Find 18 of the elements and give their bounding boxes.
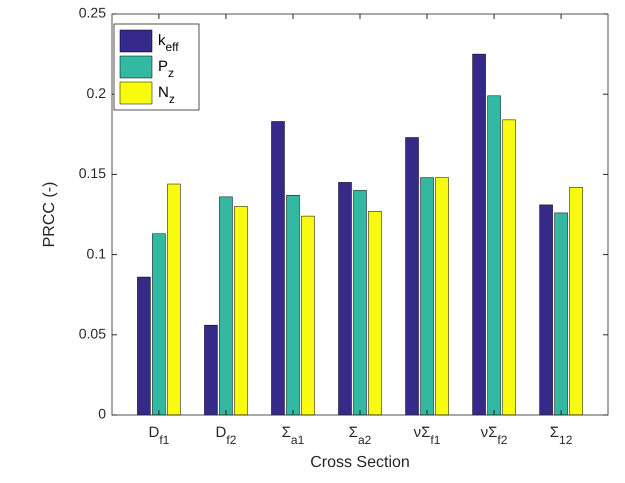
x-tick-label: Σ$_{12}$ — [550, 424, 573, 447]
x-tick-label: Σ$_{a2}$ — [348, 424, 372, 447]
x-tick-label: D$_{f1}$ — [148, 424, 170, 447]
x-tick-label: νΣ$_{f2}$ — [480, 424, 508, 447]
y-tick-label: 0.05 — [78, 326, 106, 342]
y-tick-label: 0.2 — [86, 84, 106, 101]
y-tick-label: 0.1 — [86, 245, 106, 262]
y-tick-label: 0 — [98, 406, 106, 422]
legend-label: P$_{z}$ — [158, 58, 174, 80]
x-tick-label: νΣ$_{f1}$ — [414, 424, 441, 447]
legend-label: k$_{eff}$ — [158, 32, 180, 54]
x-axis-title: Cross Section — [310, 454, 410, 471]
legend-label: N$_{z}$ — [158, 84, 175, 106]
x-tick-label: D$_{f2}$ — [216, 424, 237, 447]
x-tick-label: Σ$_{a1}$ — [282, 424, 305, 447]
y-tick-label: 0.15 — [78, 165, 106, 182]
y-tick-label: 0.25 — [78, 4, 106, 21]
y-axis-title: PRCC (-) — [41, 182, 58, 248]
